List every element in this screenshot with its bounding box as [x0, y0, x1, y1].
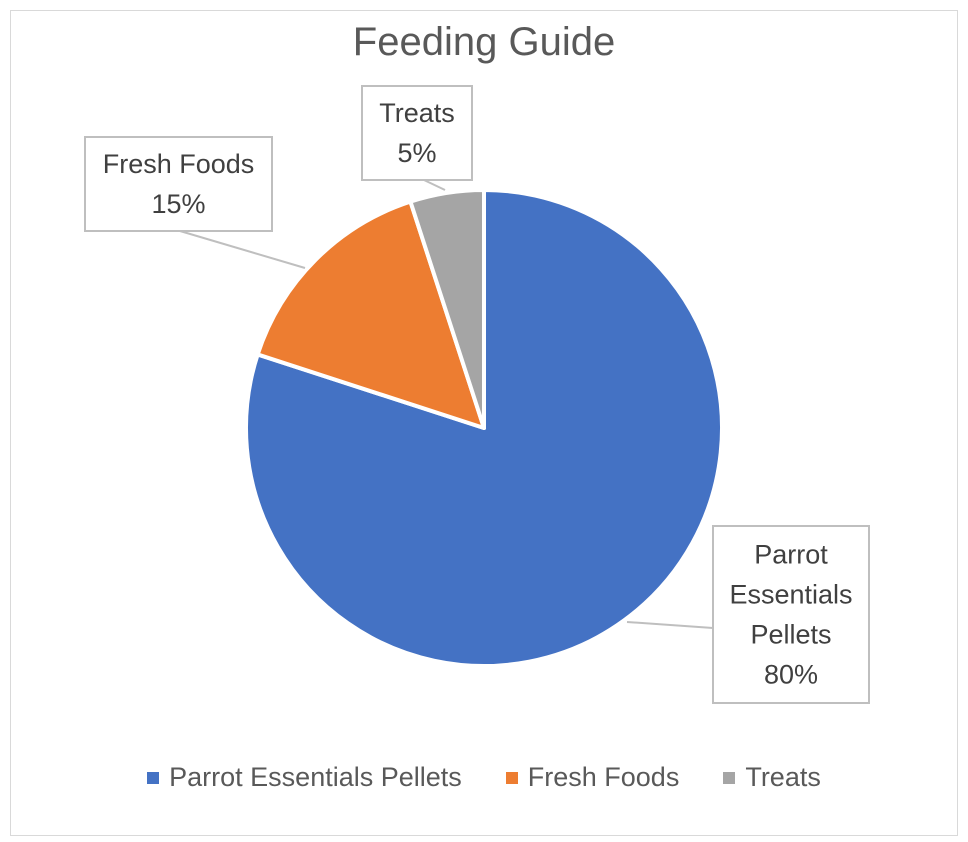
legend-swatch-treats [723, 771, 736, 784]
legend-label-treats: Treats [745, 762, 821, 792]
legend-swatch-fresh-foods [505, 771, 518, 784]
data-label-pellets-leader-line [626, 621, 714, 629]
data-label-pellets-line: Parrot [754, 540, 828, 570]
data-label-pellets-line: 80% [764, 660, 818, 690]
data-label-fresh-foods-line: 15% [151, 189, 205, 219]
chart-title: Feeding Guide [352, 20, 616, 64]
data-label-pellets-box [712, 525, 870, 704]
legend-item-fresh-foods: Fresh Foods [505, 762, 680, 793]
pie-slice-pellets [244, 188, 724, 668]
data-label-fresh-foods-leader-line [179, 230, 306, 269]
data-label-treats-line: Treats [379, 98, 455, 128]
data-label-fresh-foods-line: Fresh Foods [103, 149, 255, 179]
data-label-fresh-foods-box [84, 136, 273, 232]
legend-swatch-pellets [147, 771, 160, 784]
legend-label-pellets: Parrot Essentials Pellets [169, 762, 462, 792]
data-label-pellets-line: Pellets [750, 620, 831, 650]
legend-item-treats: Treats [723, 762, 821, 793]
data-label-pellets: Parrot Essentials Pellets 80% [626, 525, 870, 704]
data-label-treats-line: 5% [397, 138, 436, 168]
pie-slice-treats [408, 188, 486, 430]
data-label-treats: Treats 5% [361, 85, 473, 191]
legend: Parrot Essentials Pellets Fresh Foods Tr… [0, 762, 968, 793]
data-label-pellets-line: Essentials [729, 580, 852, 610]
data-label-treats-leader-line [423, 179, 446, 191]
legend-label-fresh-foods: Fresh Foods [527, 762, 680, 792]
data-label-treats-box [361, 85, 473, 181]
data-label-fresh-foods: Fresh Foods 15% [84, 136, 306, 269]
legend-item-pellets: Parrot Essentials Pellets [147, 762, 462, 793]
